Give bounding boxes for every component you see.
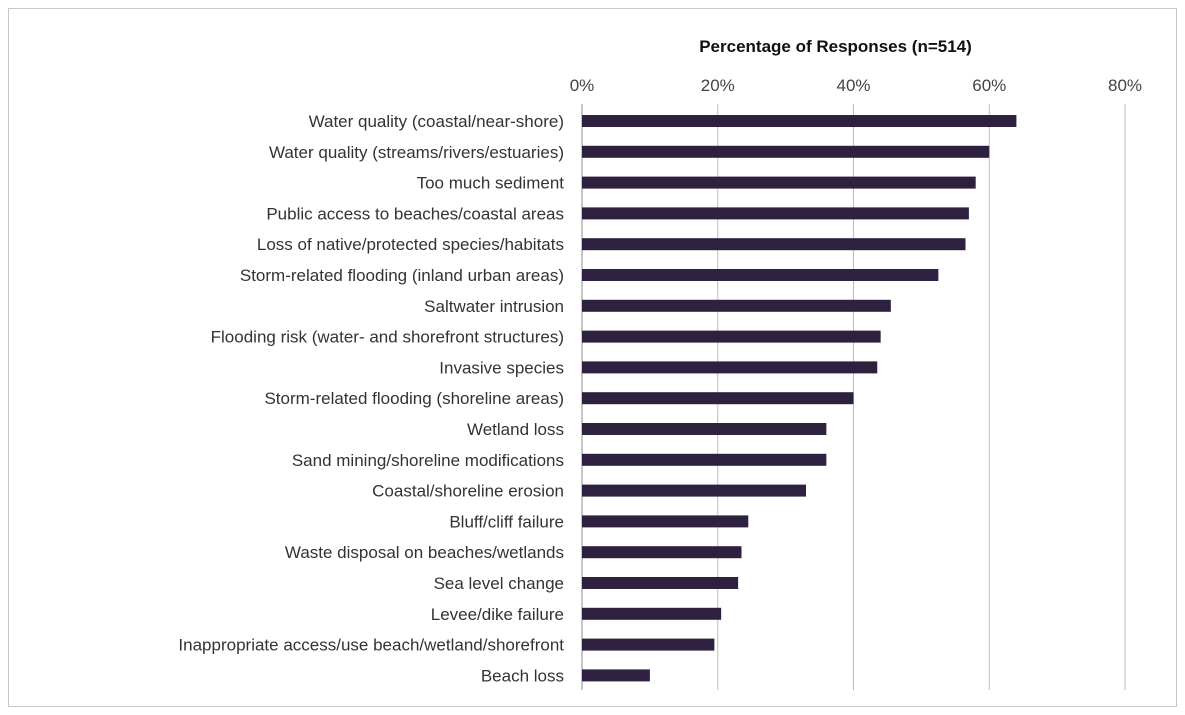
- category-label: Coastal/shoreline erosion: [372, 482, 564, 501]
- bar: [582, 269, 939, 281]
- bar: [582, 145, 990, 158]
- category-label: Public access to beaches/coastal areas: [266, 204, 564, 223]
- bar: [582, 453, 827, 466]
- bar: [582, 607, 722, 620]
- category-label: Inappropriate access/use beach/wetland/s…: [178, 636, 564, 655]
- bar: [582, 669, 650, 682]
- category-label: Storm-related flooding (inland urban are…: [240, 266, 564, 285]
- category-label: Sand mining/shoreline modifications: [292, 451, 564, 470]
- category-labels: Water quality (coastal/near-shore) Water …: [178, 112, 564, 685]
- x-tick-label: 20%: [701, 76, 735, 95]
- category-label: Levee/dike failure: [431, 605, 564, 624]
- bar: [582, 238, 966, 251]
- bar: [582, 299, 891, 312]
- bar: [582, 207, 969, 220]
- bars: [582, 115, 1017, 682]
- category-label: Beach loss: [481, 666, 564, 685]
- category-label: Too much sediment: [417, 174, 565, 193]
- bar: [582, 176, 976, 189]
- bar: [582, 546, 742, 559]
- category-label: Waste disposal on beaches/wetlands: [285, 543, 564, 562]
- category-label: Loss of native/protected species/habitat…: [257, 235, 564, 254]
- category-label: Storm-related flooding (shoreline areas): [264, 389, 564, 408]
- category-label: Saltwater intrusion: [424, 297, 564, 316]
- category-label: Invasive species: [439, 358, 564, 377]
- bar: [582, 115, 1017, 127]
- category-label: Sea level change: [434, 574, 564, 593]
- bar: [582, 484, 806, 497]
- chart-frame: [8, 8, 1177, 707]
- category-label: Water quality (coastal/near-shore): [309, 112, 564, 131]
- category-label: Wetland loss: [467, 420, 564, 439]
- x-axis-title: Percentage of Responses (n=514): [699, 37, 972, 56]
- x-tick-label: 60%: [972, 76, 1006, 95]
- x-tick-label: 40%: [836, 76, 870, 95]
- category-label: Flooding risk (water- and shorefront str…: [211, 328, 564, 347]
- bar: [582, 423, 827, 435]
- bar: [582, 515, 749, 528]
- category-label: Bluff/cliff failure: [449, 512, 564, 531]
- bar: [582, 577, 739, 589]
- category-label: Water quality (streams/rivers/estuaries): [269, 143, 564, 162]
- bar: [582, 330, 881, 343]
- x-tick-label: 0%: [570, 76, 595, 95]
- bar: [582, 638, 715, 651]
- x-tick-label: 80%: [1108, 76, 1142, 95]
- bar: [582, 392, 854, 405]
- x-tick-labels: 0% 20% 40% 60% 80%: [570, 76, 1142, 95]
- bar: [582, 361, 878, 374]
